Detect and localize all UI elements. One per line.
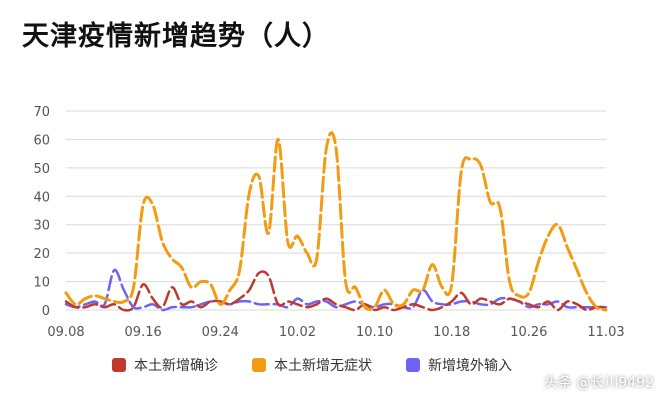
- series-lines: [64, 131, 608, 312]
- series-line-local-asymptomatic: [64, 131, 608, 312]
- y-tick-label: 0: [42, 304, 50, 319]
- grid-lines: [66, 110, 606, 311]
- legend-swatch-imported: [406, 358, 420, 372]
- legend: 本土新增确诊 本土新增无症状 新增境外输入: [112, 355, 546, 375]
- legend-item-imported[interactable]: 新增境外输入: [406, 355, 512, 375]
- chart-title: 天津疫情新增趋势（人）: [22, 21, 330, 52]
- legend-label: 本土新增无症状: [274, 358, 372, 374]
- legend-swatch-local-confirmed: [112, 358, 126, 372]
- x-tick-label: 10.02: [279, 325, 316, 340]
- legend-label: 本土新增确诊: [134, 358, 218, 374]
- y-tick-label: 20: [33, 247, 50, 262]
- y-tick-label: 70: [33, 105, 50, 120]
- x-tick-label: 10.26: [510, 325, 547, 340]
- y-tick-label: 60: [33, 133, 50, 148]
- y-axis-ticks: 0 10 20 30 40 50 60 70: [33, 105, 50, 319]
- y-tick-label: 40: [33, 190, 50, 205]
- x-tick-label: 10.18: [433, 325, 470, 340]
- legend-item-local-confirmed[interactable]: 本土新增确诊: [112, 355, 218, 375]
- x-tick-label: 09.24: [202, 325, 239, 340]
- x-tick-label: 10.10: [356, 325, 393, 340]
- watermark-text: 头条 @长川9492: [543, 375, 654, 391]
- series-line-local-confirmed: [64, 270, 608, 312]
- x-tick-label: 09.08: [47, 325, 84, 340]
- x-tick-label: 09.16: [125, 325, 162, 340]
- legend-item-local-asymptomatic[interactable]: 本土新增无症状: [252, 355, 372, 375]
- y-tick-label: 30: [33, 219, 50, 234]
- legend-swatch-local-asymptomatic: [252, 358, 266, 372]
- x-axis-ticks: 09.08 09.16 09.24 10.02 10.10 10.18 10.26 11.03: [47, 325, 624, 340]
- x-tick-label: 11.03: [587, 325, 624, 340]
- y-tick-label: 10: [33, 276, 50, 291]
- y-tick-label: 50: [33, 162, 50, 177]
- legend-label: 新增境外输入: [428, 358, 512, 374]
